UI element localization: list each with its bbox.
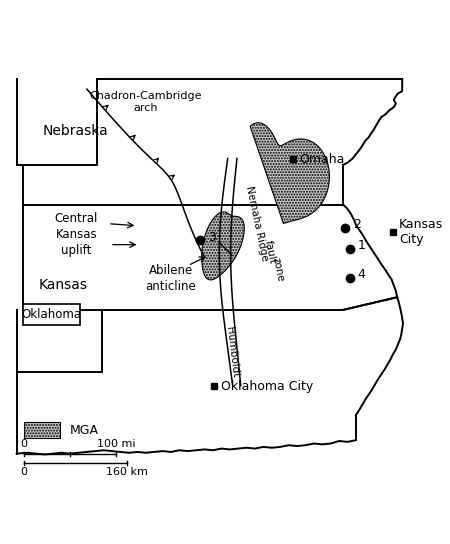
Text: Central
Kansas
uplift: Central Kansas uplift: [54, 212, 98, 257]
Polygon shape: [202, 212, 244, 280]
Text: 2: 2: [353, 218, 361, 231]
Text: Nemaha Ridge: Nemaha Ridge: [244, 185, 270, 262]
Text: 100 mi: 100 mi: [97, 440, 135, 449]
Text: MGA: MGA: [70, 424, 99, 437]
Text: Chadron-Cambridge
arch: Chadron-Cambridge arch: [90, 90, 202, 113]
FancyBboxPatch shape: [23, 305, 80, 325]
Text: 3: 3: [208, 231, 216, 244]
FancyBboxPatch shape: [24, 422, 59, 438]
Text: fault: fault: [262, 239, 277, 264]
Polygon shape: [250, 123, 329, 224]
Text: 160 km: 160 km: [106, 467, 148, 478]
Text: Abilene
anticline: Abilene anticline: [145, 264, 196, 293]
Text: 0: 0: [20, 467, 27, 478]
Text: 1: 1: [357, 239, 365, 252]
Text: Oklahoma City: Oklahoma City: [220, 380, 313, 393]
Text: Kansas: Kansas: [39, 277, 87, 292]
Text: Oklahoma: Oklahoma: [21, 308, 81, 321]
Text: Humboldt: Humboldt: [224, 326, 240, 378]
Text: 0: 0: [20, 440, 27, 449]
Text: zone: zone: [271, 256, 286, 283]
Text: Kansas
City: Kansas City: [399, 218, 443, 246]
Text: Omaha: Omaha: [299, 153, 345, 166]
Text: Nebraska: Nebraska: [43, 124, 108, 138]
Text: 4: 4: [357, 268, 365, 281]
